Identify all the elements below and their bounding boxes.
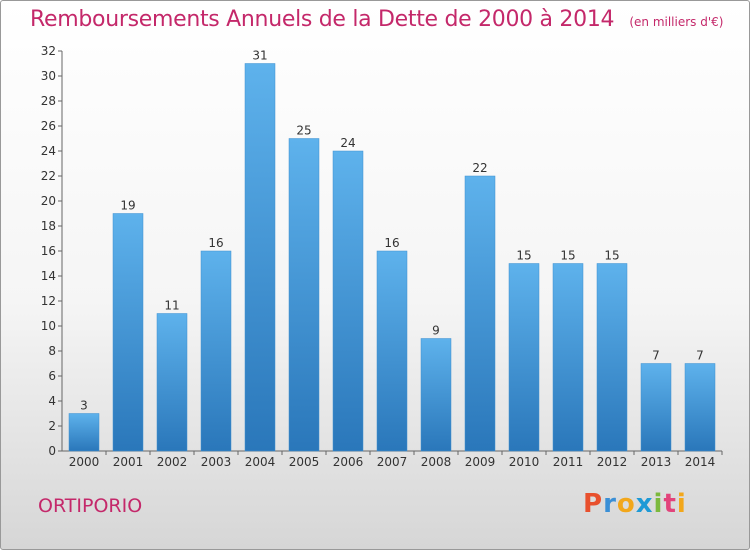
y-tick-label: 18 <box>41 219 56 233</box>
x-tick-label: 2010 <box>509 455 540 469</box>
bar-value-label: 16 <box>208 236 223 250</box>
y-tick-label: 22 <box>41 169 56 183</box>
bar <box>112 213 144 452</box>
x-tick-label: 2009 <box>465 455 496 469</box>
bar <box>288 138 320 452</box>
bar-value-label: 7 <box>696 349 704 363</box>
bar-value-label: 22 <box>472 161 487 175</box>
y-tick-label: 10 <box>41 319 56 333</box>
x-tick-label: 2004 <box>245 455 276 469</box>
bar-value-label: 31 <box>252 49 267 63</box>
bar <box>200 250 232 452</box>
x-tick-label: 2005 <box>289 455 320 469</box>
x-tick-label: 2007 <box>377 455 408 469</box>
y-tick-label: 28 <box>41 94 56 108</box>
logo-letter: P <box>583 489 604 519</box>
y-tick-label: 20 <box>41 194 56 208</box>
logo-letter: i <box>676 489 687 519</box>
y-tick-label: 2 <box>48 419 56 433</box>
bar <box>376 250 408 452</box>
x-tick-label: 2014 <box>685 455 716 469</box>
x-tick-label: 2012 <box>597 455 628 469</box>
y-tick-label: 4 <box>48 394 56 408</box>
bar <box>508 263 540 452</box>
logo-letter: o <box>616 489 636 519</box>
commune-name: ORTIPORIO <box>38 495 143 517</box>
y-tick-label: 30 <box>41 69 56 83</box>
y-tick-label: 24 <box>41 144 56 158</box>
x-tick-label: 2001 <box>113 455 144 469</box>
y-tick-label: 16 <box>41 244 56 258</box>
y-tick-label: 6 <box>48 369 56 383</box>
bar-value-label: 16 <box>384 236 399 250</box>
bar <box>596 263 628 452</box>
logo-letter: x <box>635 489 654 519</box>
bar-value-label: 15 <box>604 249 619 263</box>
logo-letter: t <box>663 489 677 519</box>
bar <box>640 363 672 452</box>
bar <box>332 150 364 452</box>
proxiti-logo[interactable]: Proxiti <box>583 489 687 519</box>
y-tick-label: 14 <box>41 269 56 283</box>
x-tick-label: 2003 <box>201 455 232 469</box>
title-line: Remboursements Annuels de la Dette de 20… <box>30 7 723 32</box>
x-tick-label: 2011 <box>553 455 584 469</box>
bar-value-label: 24 <box>340 136 355 150</box>
logo-letter: i <box>653 489 664 519</box>
plot-area: 0246810121416182022242628303232000192001… <box>41 44 723 469</box>
bar <box>464 175 496 452</box>
bar-value-label: 19 <box>120 199 135 213</box>
bar <box>68 413 100 452</box>
bar-value-label: 11 <box>164 299 179 313</box>
bar <box>684 363 716 452</box>
y-tick-label: 32 <box>41 44 56 58</box>
bar-value-label: 15 <box>516 249 531 263</box>
bar-value-label: 25 <box>296 124 311 138</box>
x-tick-label: 2000 <box>69 455 100 469</box>
y-tick-label: 12 <box>41 294 56 308</box>
bar-value-label: 9 <box>432 324 440 338</box>
x-tick-label: 2006 <box>333 455 364 469</box>
x-tick-label: 2013 <box>641 455 672 469</box>
chart-title: Remboursements Annuels de la Dette de 20… <box>30 7 615 32</box>
bar-value-label: 3 <box>80 399 88 413</box>
bar <box>244 63 276 452</box>
bar-value-label: 7 <box>652 349 660 363</box>
bar <box>420 338 452 452</box>
y-tick-label: 0 <box>48 444 56 458</box>
y-tick-label: 26 <box>41 119 56 133</box>
bar-value-label: 15 <box>560 249 575 263</box>
logo-letter: r <box>603 489 617 519</box>
bar <box>156 313 188 452</box>
bar <box>552 263 584 452</box>
y-tick-label: 8 <box>48 344 56 358</box>
chart-unit: (en milliers d'€) <box>629 15 724 29</box>
x-tick-label: 2008 <box>421 455 452 469</box>
x-tick-label: 2002 <box>157 455 188 469</box>
